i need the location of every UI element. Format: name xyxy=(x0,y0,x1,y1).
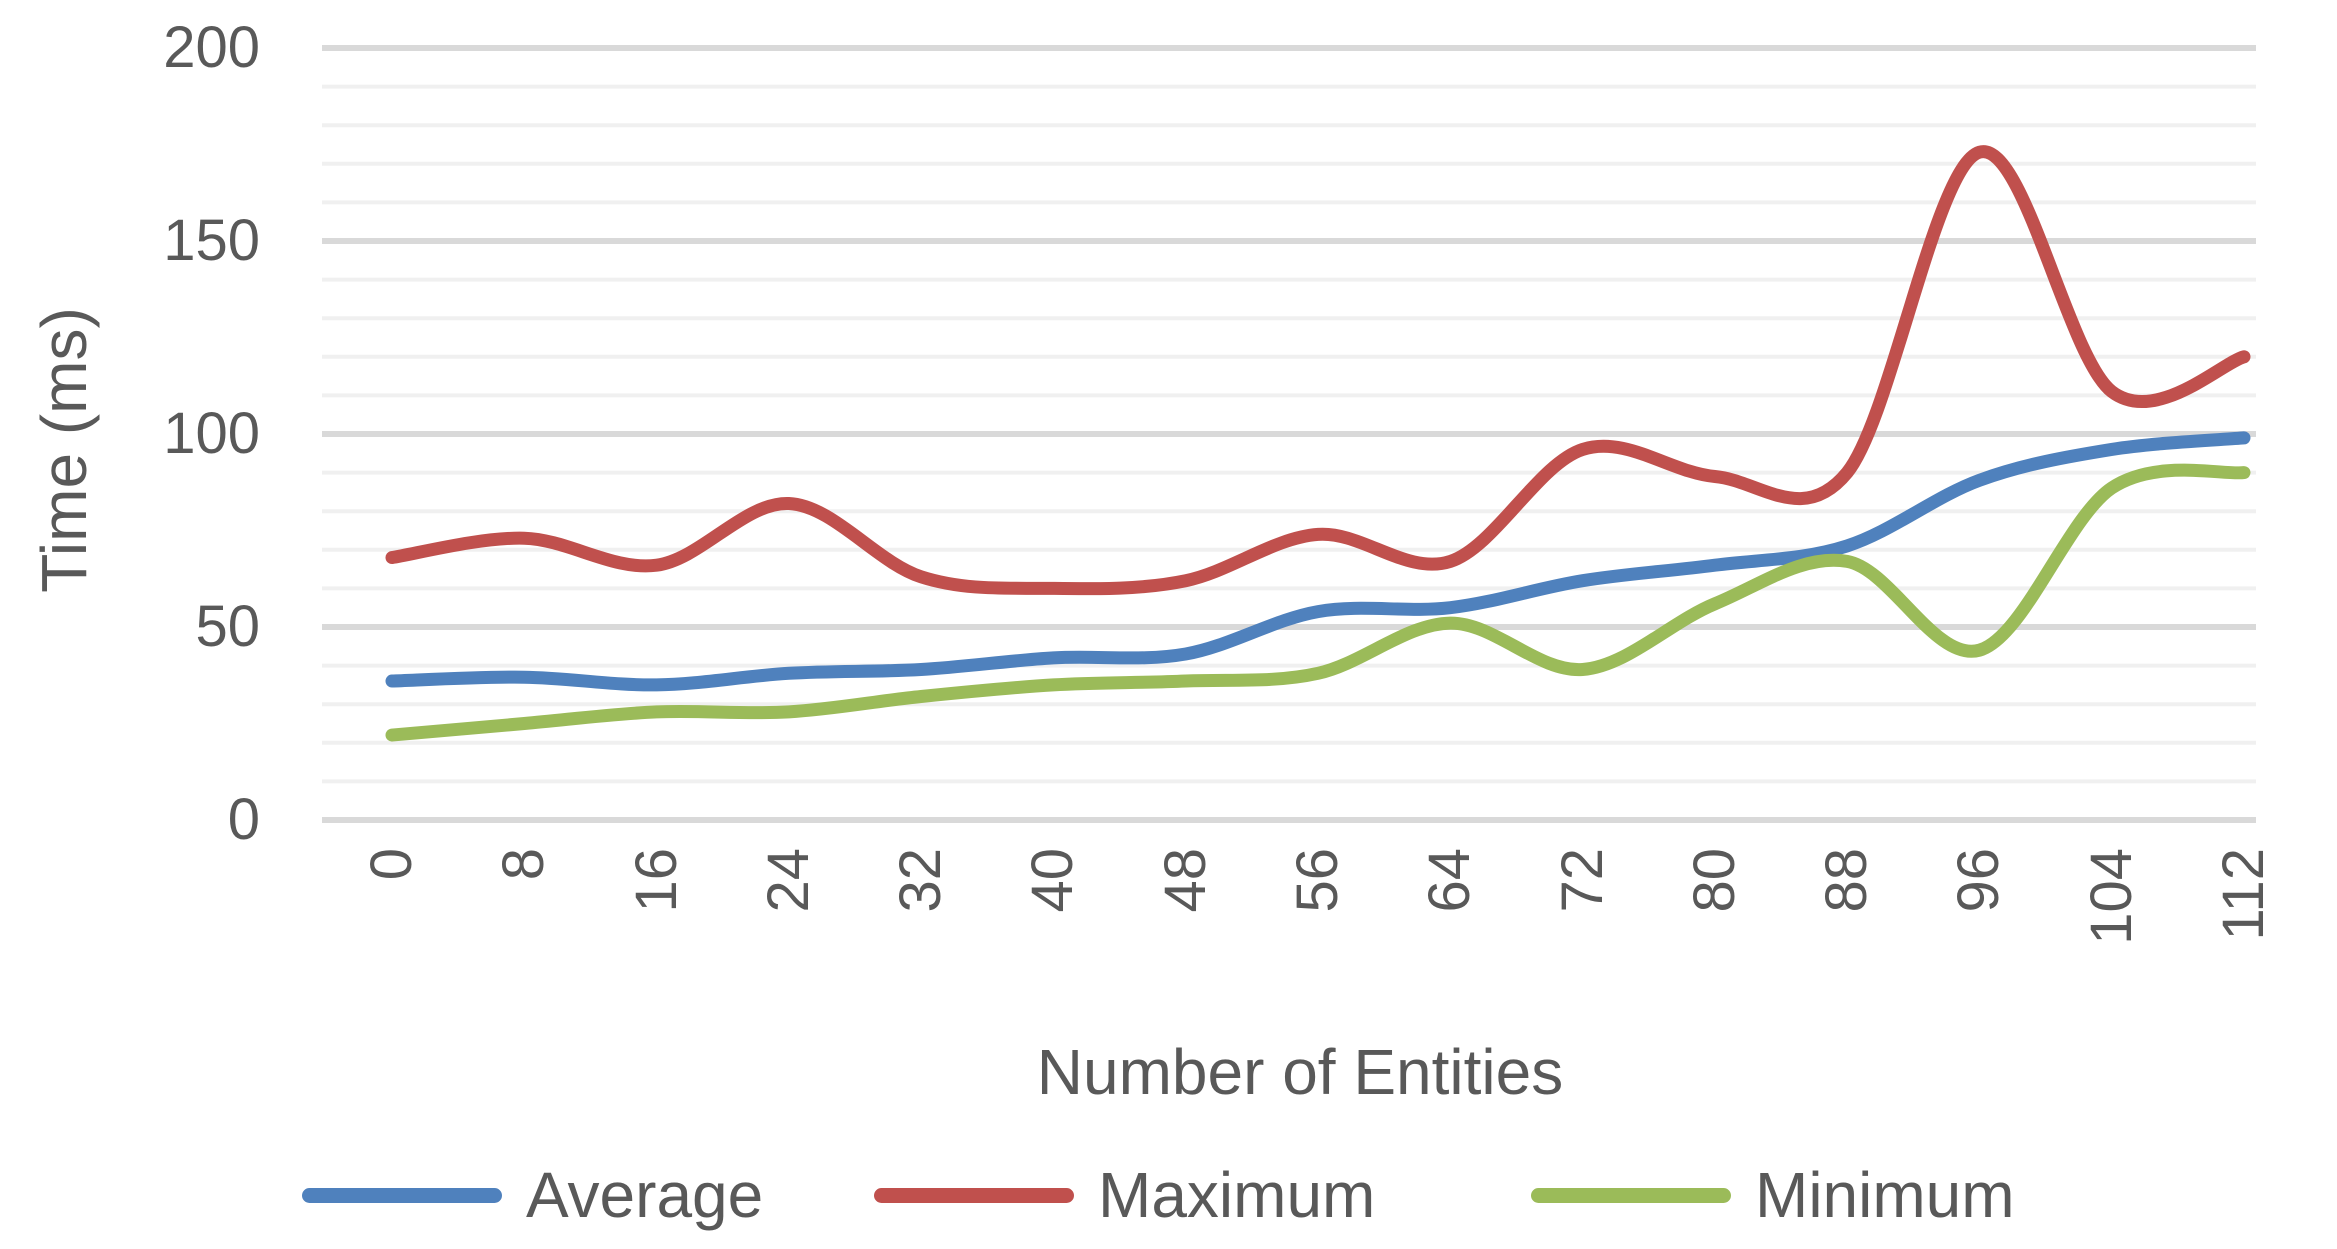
x-tick-label: 80 xyxy=(1681,848,1747,913)
x-tick-label: 112 xyxy=(2211,848,2276,941)
x-tick-label: 64 xyxy=(1417,848,1483,913)
x-tick-label: 24 xyxy=(755,848,821,913)
legend-label-minimum: Minimum xyxy=(1755,1159,2015,1231)
y-tick-label: 0 xyxy=(227,787,260,852)
y-axis-title: Time (ms) xyxy=(28,307,100,593)
average-series-line xyxy=(385,431,2251,692)
y-tick-label: 200 xyxy=(163,15,260,80)
legend-item-average: Average xyxy=(302,1150,763,1240)
y-tick-label: 100 xyxy=(163,401,260,466)
legend-item-minimum: Minimum xyxy=(1531,1150,2015,1240)
minimum-line-swatch xyxy=(1531,1187,1731,1203)
maximum-line-swatch xyxy=(874,1187,1074,1203)
legend-item-maximum: Maximum xyxy=(874,1150,1375,1240)
x-axis-title: Number of Entities xyxy=(1036,1036,1564,1108)
x-tick-label: 104 xyxy=(2078,848,2144,945)
legend: Average Maximum Minimum xyxy=(0,1150,2337,1240)
x-tick-label: 8 xyxy=(491,848,557,881)
x-tick-label: 56 xyxy=(1285,848,1350,913)
x-tick-label: 0 xyxy=(359,848,424,881)
y-tick-label: 50 xyxy=(195,594,260,659)
x-tick-label: 72 xyxy=(1549,848,1615,913)
average-line-swatch xyxy=(302,1187,502,1203)
minimum-series-line xyxy=(385,463,2251,742)
x-tick-label: 96 xyxy=(1946,848,2012,913)
maximum-series-line xyxy=(385,145,2251,596)
x-tick-label: 32 xyxy=(888,848,954,913)
legend-label-average: Average xyxy=(526,1159,764,1231)
x-tick-label: 48 xyxy=(1152,848,1218,913)
x-tick-label: 16 xyxy=(623,848,689,913)
x-tick-label: 40 xyxy=(1020,848,1086,913)
legend-label-maximum: Maximum xyxy=(1098,1159,1376,1231)
x-tick-label: 88 xyxy=(1814,848,1880,913)
y-tick-label: 150 xyxy=(163,208,260,273)
